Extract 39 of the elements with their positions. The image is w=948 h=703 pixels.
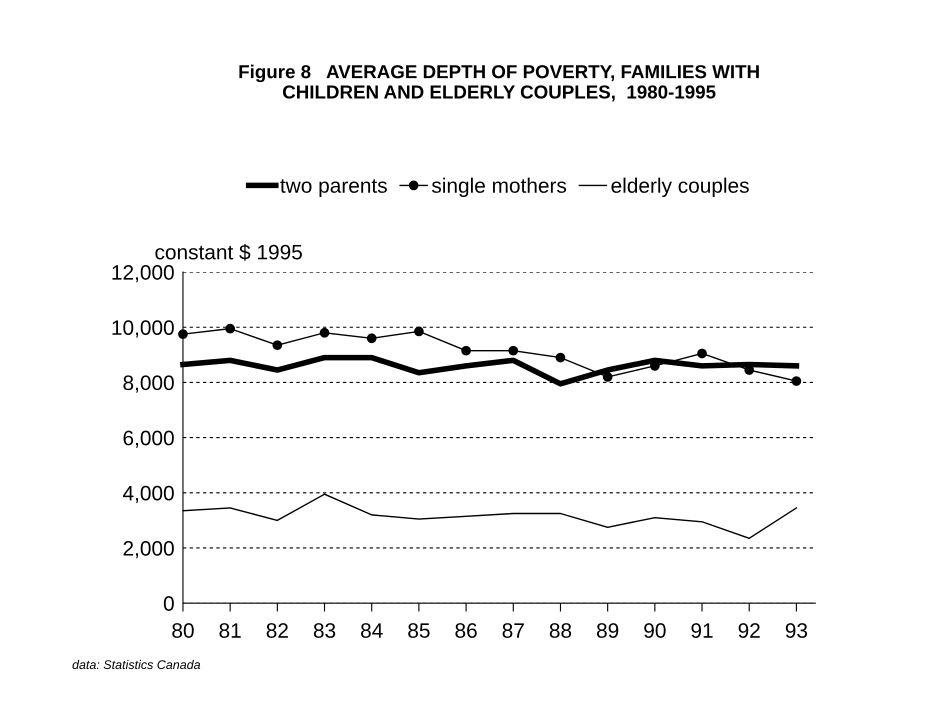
- x-tick-label: 87: [502, 623, 524, 638]
- x-tick-label: 80: [172, 623, 194, 638]
- y-axis-title: constant $ 1995: [155, 244, 302, 261]
- y-tick-label: 2,000: [124, 540, 174, 558]
- y-tick-label: 4,000: [122, 486, 174, 504]
- point: [602, 372, 613, 382]
- point: [225, 324, 236, 334]
- point: [697, 348, 707, 358]
- x-tick-label: 82: [266, 623, 288, 638]
- y-tick-label: 10,000: [112, 320, 174, 338]
- x-tick-label: 88: [550, 623, 572, 638]
- point: [366, 333, 377, 344]
- x-tick-label: 93: [786, 623, 808, 638]
- point: [320, 328, 330, 338]
- y-tick-label: 12,000: [112, 265, 174, 282]
- x-tick-label: 84: [361, 623, 383, 638]
- point: [556, 352, 566, 362]
- chart-title: Figure 8 AVERAGE DEPTH OF POVERTY, FAMILIES WITH CHILDREN AND ELDERLY COUPLES, 1980-1995: [239, 64, 759, 102]
- x-tick-label: 85: [408, 623, 430, 638]
- text: data: Statistics Canada: [72, 660, 200, 670]
- x-tick-label: 81: [219, 623, 241, 638]
- x-tick-label: 90: [644, 623, 666, 638]
- legend-label: single mothers: [432, 178, 566, 198]
- x-tick-label: 83: [314, 623, 336, 638]
- point: [272, 340, 282, 350]
- y-tick-label: 6,000: [124, 430, 174, 448]
- x-tick-label: 86: [455, 623, 477, 638]
- point: [178, 329, 188, 340]
- x-tick-label: 91: [691, 623, 713, 638]
- legend-label: two parents: [280, 179, 387, 198]
- point: [792, 376, 802, 386]
- y-tick-label: 0: [164, 596, 174, 611]
- point: [414, 326, 424, 336]
- x-tick-label: 89: [596, 623, 618, 638]
- y-tick-label: 8,000: [123, 375, 174, 393]
- point: [508, 346, 518, 356]
- legend-label: elderly couples: [611, 178, 749, 198]
- x-tick-label: 92: [738, 623, 760, 638]
- point: [461, 346, 471, 356]
